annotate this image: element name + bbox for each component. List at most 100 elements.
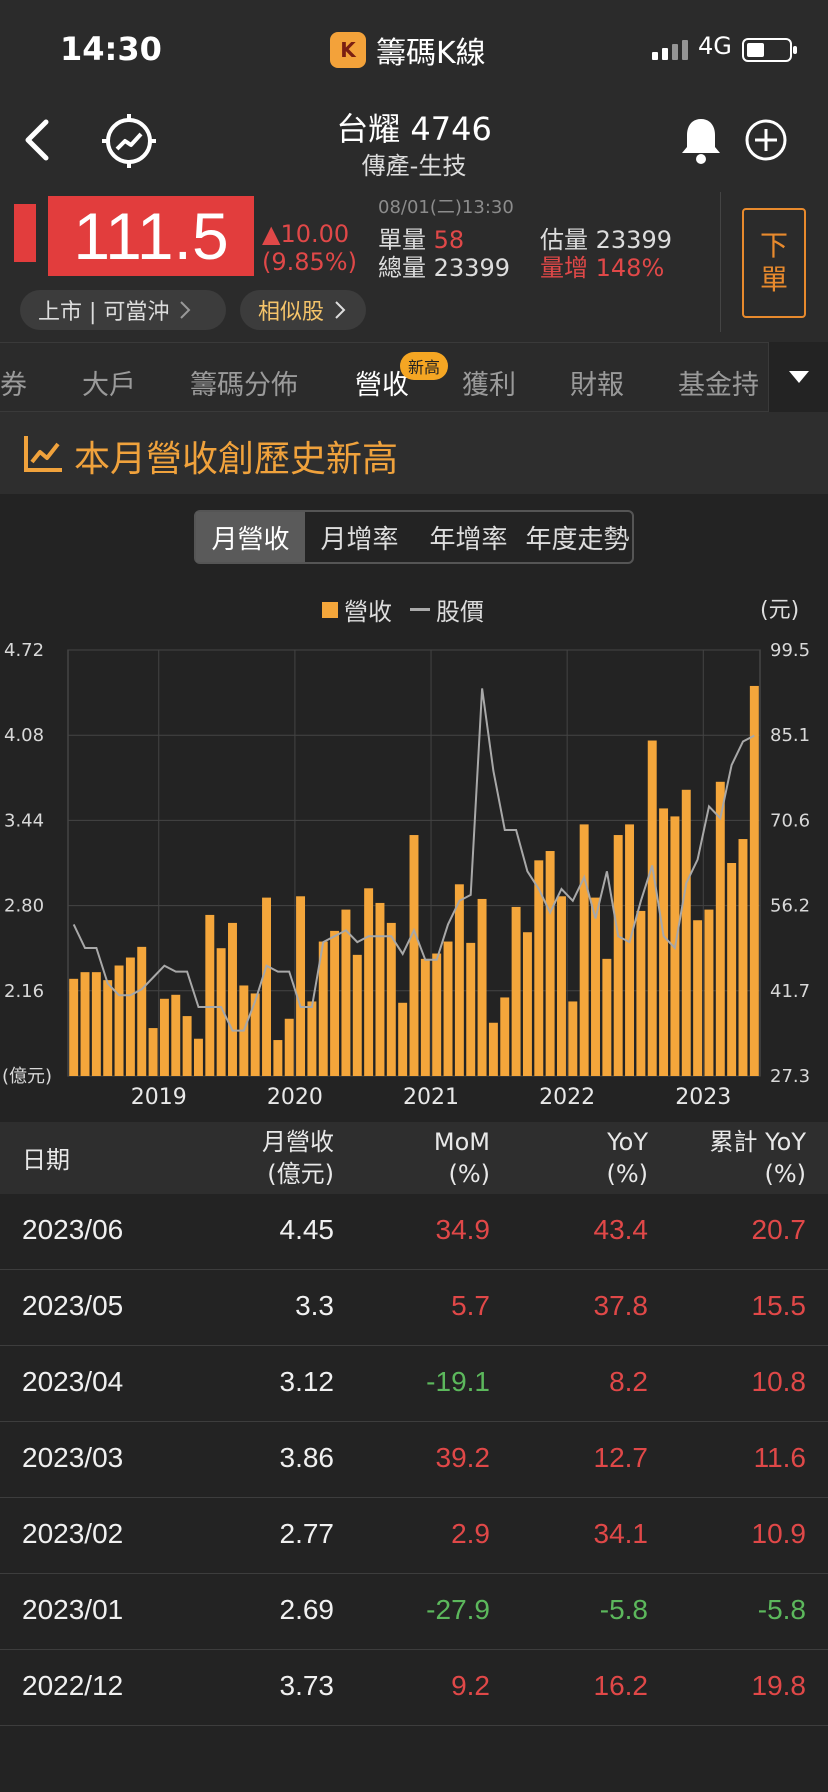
row-revenue: 2.69 xyxy=(279,1594,335,1625)
x-tick-label: 2019 xyxy=(131,1085,187,1110)
x-tick-label: 2023 xyxy=(675,1085,731,1110)
tab-revenue[interactable]: 營收 xyxy=(355,370,409,401)
new-high-badge: 新高 xyxy=(400,352,449,380)
revenue-bar xyxy=(307,1001,317,1076)
revenue-bar xyxy=(420,958,430,1076)
table-header: 日期 月營收 (億元) MoM (%) YoY (%) 累計 YoY (%) xyxy=(0,1122,828,1194)
signal-icon xyxy=(652,40,688,60)
chevron-right-icon xyxy=(180,301,191,319)
revenue-bar xyxy=(91,972,101,1076)
alert-button[interactable] xyxy=(678,115,724,169)
revenue-bar xyxy=(273,1040,283,1076)
right-axis-tick: 41.7 xyxy=(770,981,810,1002)
row-yoy: 34.1 xyxy=(593,1518,649,1549)
segment-monthly-revenue[interactable]: 月營收 xyxy=(196,512,305,562)
row-mom: 5.7 xyxy=(451,1290,490,1321)
status-bar xyxy=(0,0,828,96)
stock-name: 台耀 4746 xyxy=(336,110,492,148)
add-watchlist-button[interactable] xyxy=(744,118,788,166)
left-axis-tick: 2.80 xyxy=(4,896,44,917)
row-date: 2023/05 xyxy=(22,1290,124,1321)
trend-scan-button[interactable] xyxy=(100,112,158,174)
divider xyxy=(720,192,721,332)
crosshair-trend-icon xyxy=(102,114,156,168)
battery-icon xyxy=(742,38,797,62)
bell-icon xyxy=(682,119,720,164)
revenue-bar xyxy=(205,914,215,1076)
revenue-bar xyxy=(636,910,646,1076)
tab-major-holders[interactable]: 大戶 xyxy=(82,370,136,401)
row-date: 2023/06 xyxy=(22,1214,124,1245)
market-status-pill[interactable]: 上市 | 可當沖 xyxy=(20,290,226,330)
tab-fund-holdings[interactable]: 基金持 xyxy=(678,370,759,401)
table-row[interactable]: 2023/05 3.3 5.7 37.8 15.5 xyxy=(0,1270,828,1346)
revenue-bar xyxy=(262,897,271,1076)
table-row[interactable]: 2023/06 4.45 34.9 43.4 20.7 xyxy=(0,1194,828,1270)
order-button[interactable]: 下 單 xyxy=(742,208,806,318)
tab-profit[interactable]: 獲利 xyxy=(462,370,516,401)
status-time: 14:30 xyxy=(60,30,162,68)
estimated-volume: 估量 23399 xyxy=(540,226,672,254)
price-change: ▲10.00 xyxy=(262,220,350,248)
row-cumulative-yoy: 11.6 xyxy=(753,1442,806,1473)
table-row[interactable]: 2023/03 3.86 39.2 12.7 11.6 xyxy=(0,1422,828,1498)
x-tick-label: 2020 xyxy=(267,1085,323,1110)
row-revenue: 3.86 xyxy=(279,1442,335,1473)
caret-down-icon xyxy=(788,371,809,383)
revenue-bar xyxy=(250,993,260,1076)
legend-revenue-label: 營收 xyxy=(344,598,392,626)
revenue-bar xyxy=(69,978,79,1076)
revenue-bar xyxy=(659,808,669,1076)
revenue-bar xyxy=(454,884,464,1076)
left-axis-tick: 3.44 xyxy=(4,810,44,831)
row-mom: 39.2 xyxy=(435,1442,491,1473)
revenue-bar xyxy=(749,685,759,1076)
row-mom: -27.9 xyxy=(426,1594,490,1625)
tab-chip-distribution[interactable]: 籌碼分佈 xyxy=(190,370,298,401)
revenue-bar xyxy=(171,994,181,1076)
row-revenue: 2.77 xyxy=(279,1518,335,1549)
row-cumulative-yoy: -5.8 xyxy=(757,1594,806,1625)
revenue-bar xyxy=(137,946,147,1076)
tab-financials[interactable]: 財報 xyxy=(570,370,624,401)
x-tick-label: 2021 xyxy=(403,1085,459,1110)
revenue-bar xyxy=(727,863,737,1076)
chevron-right-icon xyxy=(335,301,346,319)
revenue-bar xyxy=(500,997,510,1076)
left-axis-tick: 4.72 xyxy=(4,640,44,661)
row-cumulative-yoy: 20.7 xyxy=(751,1214,807,1245)
similar-stocks-pill[interactable]: 相似股 xyxy=(240,290,366,330)
volume-increase: 量增 148% xyxy=(540,254,665,282)
back-button[interactable] xyxy=(22,115,52,173)
segment-annual-trend[interactable]: 年度走勢 xyxy=(525,524,630,555)
revenue-bar xyxy=(681,789,691,1076)
revenue-bar xyxy=(398,1002,408,1076)
revenue-bar xyxy=(193,1038,203,1076)
revenue-bar xyxy=(613,835,623,1076)
segment-yoy[interactable]: 年增率 xyxy=(429,524,508,555)
table-row[interactable]: 2023/04 3.12 -19.1 8.2 10.8 xyxy=(0,1346,828,1422)
line-chart-icon xyxy=(22,432,64,478)
revenue-bar xyxy=(693,920,703,1076)
row-date: 2023/03 xyxy=(22,1442,124,1473)
header-date: 日期 xyxy=(22,1146,70,1174)
right-axis-tick: 70.6 xyxy=(770,810,810,831)
table-row[interactable]: 2023/02 2.77 2.9 34.1 10.9 xyxy=(0,1498,828,1574)
total-volume: 總量 23399 xyxy=(378,254,510,282)
tab-bar: 券 大戶 籌碼分佈 營收 獲利 財報 基金持 xyxy=(0,342,828,412)
x-tick-label: 2022 xyxy=(539,1085,595,1110)
segment-mom[interactable]: 月增率 xyxy=(320,524,399,555)
tab-more-button[interactable] xyxy=(768,342,828,412)
table-row[interactable]: 2023/01 2.69 -27.9 -5.8 -5.8 xyxy=(0,1574,828,1650)
row-yoy: 16.2 xyxy=(593,1670,649,1701)
current-price: 111.5 xyxy=(48,196,254,276)
revenue-bar xyxy=(216,948,226,1076)
row-yoy: 43.4 xyxy=(593,1214,649,1245)
row-yoy: 37.8 xyxy=(593,1290,649,1321)
row-date: 2022/12 xyxy=(22,1670,124,1701)
revenue-bar xyxy=(715,781,725,1076)
revenue-bar xyxy=(511,906,521,1076)
table-row[interactable]: 2022/12 3.73 9.2 16.2 19.8 xyxy=(0,1650,828,1726)
tab-margin[interactable]: 券 xyxy=(0,370,27,401)
row-cumulative-yoy: 10.9 xyxy=(751,1518,807,1549)
